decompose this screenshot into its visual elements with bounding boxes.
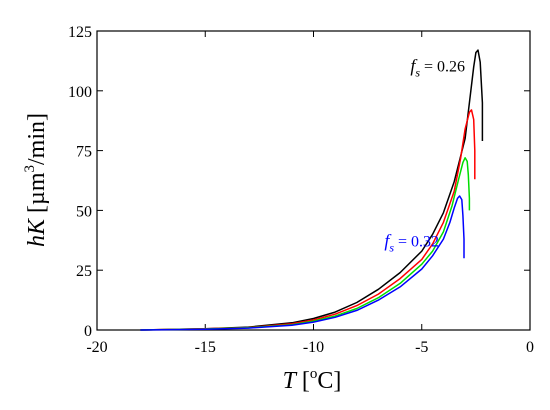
x-tick-label: -20 — [86, 339, 107, 356]
plot-frame — [96, 30, 531, 331]
x-tick-label: 0 — [526, 339, 534, 356]
series-line-0 — [140, 49, 484, 331]
x-axis-label: T [oC] — [283, 366, 342, 394]
y-tick-label: 100 — [68, 84, 92, 101]
series-line-3 — [140, 195, 465, 331]
y-tick-label: 25 — [76, 263, 92, 280]
series-line-1 — [140, 109, 476, 331]
series-annotation-0: fs = 0.26 — [410, 56, 465, 80]
y-tick-label: 75 — [76, 144, 92, 161]
y-tick-label: 50 — [76, 203, 92, 220]
y-axis-label: hK [µm3/min] — [22, 113, 50, 247]
y-tick-label: 125 — [68, 24, 92, 41]
annotations: fs = 0.26 fs = 0.32 — [384, 56, 465, 255]
x-tick-label: -5 — [415, 339, 428, 356]
x-tick-label: -15 — [195, 339, 216, 356]
x-tick-label: -10 — [303, 339, 324, 356]
series-group — [140, 49, 484, 331]
ticks: -20 -15 -10 -5 0 0 25 50 75 100 125 — [68, 24, 534, 356]
y-tick-label: 0 — [84, 323, 92, 340]
series-annotation-1: fs = 0.32 — [384, 230, 439, 254]
